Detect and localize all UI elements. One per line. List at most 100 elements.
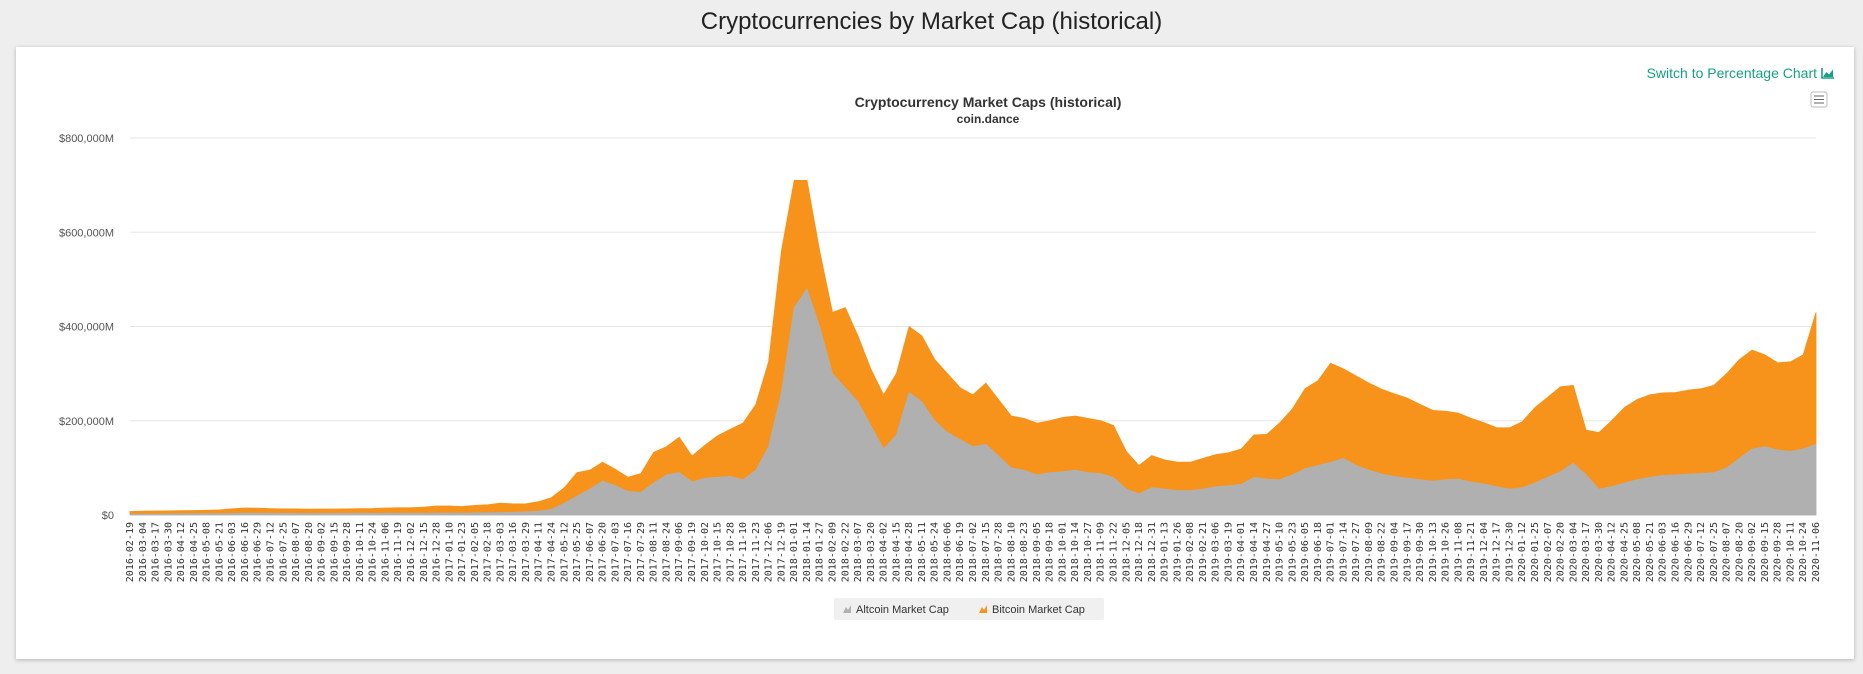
legend-item-altcoin[interactable]: Altcoin Market Cap	[843, 604, 949, 616]
x-tick-label: 2018-08-10	[1006, 522, 1017, 582]
y-axis: $0 $200,000M $400,000M $600,000M $800,000M	[59, 133, 114, 522]
x-tick-label: 2020-07-25	[1709, 522, 1720, 582]
x-axis: 2016-02-19 2016-03-04 2016-03-17 2016-03-30…	[125, 522, 1822, 582]
x-tick-label: 2019-07-27	[1351, 522, 1362, 582]
x-tick-label: 2017-05-25	[572, 522, 583, 582]
x-tick-label: 2019-04-14	[1249, 522, 1260, 582]
x-tick-label: 2018-01-01	[789, 522, 800, 582]
legend-item-bitcoin[interactable]: Bitcoin Market Cap	[979, 604, 1085, 616]
x-tick-label: 2018-05-11	[917, 522, 928, 582]
x-tick-label: 2019-01-13	[1160, 522, 1171, 582]
x-tick-label: 2017-03-03	[495, 522, 506, 582]
y-tick-label: $600,000M	[59, 227, 114, 239]
x-tick-label: 2017-03-16	[508, 522, 519, 582]
x-tick-label: 2019-11-21	[1466, 522, 1477, 582]
x-tick-label: 2020-01-25	[1530, 522, 1541, 582]
x-tick-label: 2017-10-28	[725, 522, 736, 582]
x-tick-label: 2016-08-20	[304, 522, 315, 582]
x-tick-label: 2016-05-21	[214, 522, 225, 582]
x-tick-label: 2019-04-27	[1262, 522, 1273, 582]
x-tick-label: 2016-11-19	[393, 522, 404, 582]
x-tick-label: 2018-10-14	[1070, 522, 1081, 582]
x-tick-label: 2018-03-07	[853, 522, 864, 582]
x-tick-label: 2017-11-23	[751, 522, 762, 582]
x-tick-label: 2016-10-11	[355, 522, 366, 582]
x-tick-label: 2018-11-09	[1096, 522, 1107, 582]
x-tick-label: 2016-10-24	[368, 522, 379, 582]
x-tick-label: 2016-07-12	[266, 522, 277, 582]
x-tick-label: 2016-02-19	[125, 522, 136, 582]
x-tick-label: 2018-08-23	[1019, 522, 1030, 582]
x-tick-label: 2016-06-29	[253, 522, 264, 582]
x-tick-label: 2017-12-19	[776, 522, 787, 582]
x-tick-label: 2020-09-15	[1760, 522, 1771, 582]
x-tick-label: 2018-07-28	[994, 522, 1005, 582]
x-tick-label: 2018-09-05	[1032, 522, 1043, 582]
x-tick-label: 2017-12-06	[764, 522, 775, 582]
x-tick-label: 2017-02-05	[470, 522, 481, 582]
x-tick-label: 2019-12-17	[1492, 522, 1503, 582]
x-tick-label: 2017-03-29	[521, 522, 532, 582]
x-tick-label: 2019-09-30	[1415, 522, 1426, 582]
x-tick-label: 2018-02-22	[840, 522, 851, 582]
y-tick-label: $400,000M	[59, 322, 114, 334]
x-tick-label: 2020-08-07	[1722, 522, 1733, 582]
x-tick-label: 2020-10-24	[1798, 522, 1809, 582]
x-tick-label: 2016-04-25	[189, 522, 200, 582]
x-tick-label: 2018-01-14	[802, 522, 813, 582]
x-tick-label: 2019-11-08	[1453, 522, 1464, 582]
chart-title: Cryptocurrency Market Caps (historical)	[855, 94, 1122, 110]
x-tick-label: 2018-07-02	[968, 522, 979, 582]
x-tick-label: 2019-07-14	[1338, 522, 1349, 582]
series-layer	[130, 180, 1816, 515]
x-tick-label: 2017-04-24	[547, 522, 558, 582]
x-tick-label: 2019-03-06	[1211, 522, 1222, 582]
x-tick-label: 2019-12-04	[1479, 522, 1490, 582]
x-tick-label: 2020-04-25	[1619, 522, 1630, 582]
x-tick-label: 2017-10-15	[713, 522, 724, 582]
x-tick-label: 2019-05-10	[1275, 522, 1286, 582]
x-tick-label: 2019-07-01	[1326, 522, 1337, 582]
x-tick-label: 2020-08-20	[1734, 522, 1745, 582]
x-tick-label: 2020-01-12	[1517, 522, 1528, 582]
x-tick-label: 2020-05-21	[1645, 522, 1656, 582]
x-tick-label: 2017-08-24	[661, 522, 672, 582]
x-tick-label: 2017-09-19	[687, 522, 698, 582]
x-tick-label: 2016-12-28	[432, 522, 443, 582]
x-tick-label: 2020-09-02	[1747, 522, 1758, 582]
x-tick-label: 2016-03-17	[151, 522, 162, 582]
x-tick-label: 2019-06-05	[1300, 522, 1311, 582]
x-tick-label: 2017-07-29	[636, 522, 647, 582]
x-tick-label: 2020-07-12	[1696, 522, 1707, 582]
x-tick-label: 2018-03-20	[866, 522, 877, 582]
x-tick-label: 2017-11-10	[738, 522, 749, 582]
x-tick-label: 2020-04-12	[1607, 522, 1618, 582]
x-tick-label: 2019-05-23	[1287, 522, 1298, 582]
x-tick-label: 2020-03-04	[1568, 522, 1579, 582]
legend-label-altcoin: Altcoin Market Cap	[856, 604, 949, 616]
chart-menu-button[interactable]	[1811, 92, 1827, 107]
x-tick-label: 2017-10-02	[700, 522, 711, 582]
x-tick-label: 2017-01-10	[444, 522, 455, 582]
x-tick-label: 2017-06-20	[598, 522, 609, 582]
x-tick-label: 2019-01-26	[1172, 522, 1183, 582]
x-tick-label: 2019-09-17	[1402, 522, 1413, 582]
x-tick-label: 2019-09-04	[1390, 522, 1401, 582]
x-tick-label: 2020-03-17	[1581, 522, 1592, 582]
x-tick-label: 2018-10-01	[1057, 522, 1068, 582]
x-tick-label: 2018-04-28	[904, 522, 915, 582]
x-tick-label: 2018-12-05	[1121, 522, 1132, 582]
legend: Altcoin Market Cap Bitcoin Market Cap	[834, 598, 1104, 620]
x-tick-label: 2019-03-19	[1223, 522, 1234, 582]
x-tick-label: 2016-09-28	[342, 522, 353, 582]
chart-card: Switch to Percentage Chart Cryptocurrenc…	[16, 47, 1854, 659]
x-tick-label: 2020-09-28	[1773, 522, 1784, 582]
y-tick-label: $800,000M	[59, 133, 114, 145]
x-tick-label: 2020-10-11	[1785, 522, 1796, 582]
x-tick-label: 2016-06-16	[240, 522, 251, 582]
x-tick-label: 2020-02-07	[1543, 522, 1554, 582]
x-tick-label: 2020-06-16	[1671, 522, 1682, 582]
x-tick-label: 2020-02-20	[1556, 522, 1567, 582]
x-tick-label: 2019-12-30	[1504, 522, 1515, 582]
x-tick-label: 2019-10-26	[1441, 522, 1452, 582]
